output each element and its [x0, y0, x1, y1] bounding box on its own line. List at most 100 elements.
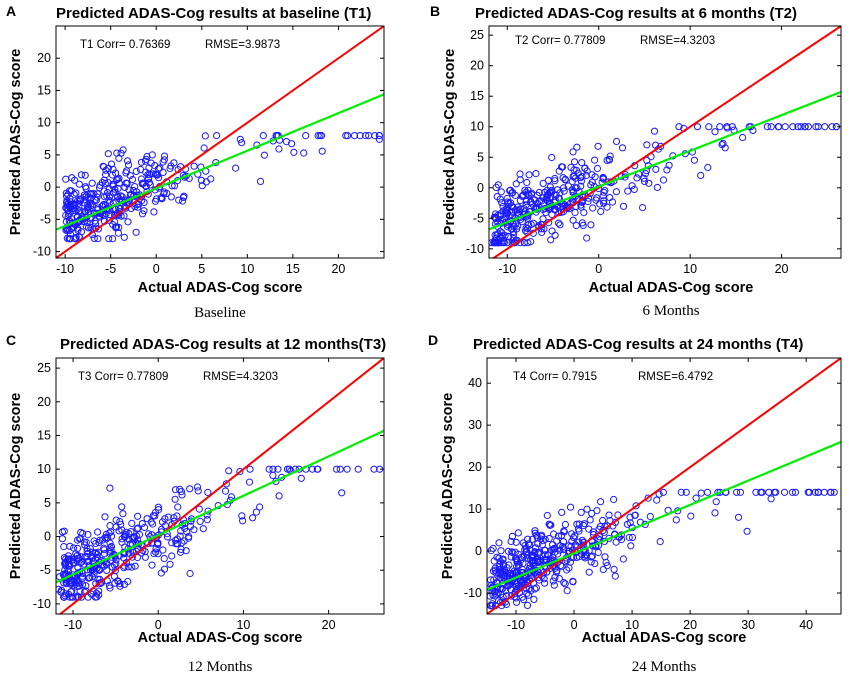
data-point — [520, 596, 528, 604]
data-point — [173, 535, 181, 543]
chart-title: Predicted ADAS-Cog results at 12 months(… — [60, 336, 386, 353]
data-point — [597, 207, 605, 216]
data-point — [238, 512, 246, 520]
data-point — [518, 192, 526, 200]
scatter-points — [489, 123, 841, 247]
data-point — [508, 548, 516, 556]
y-tick-label: -5 — [40, 563, 51, 577]
data-point — [640, 174, 648, 182]
data-point — [497, 547, 505, 555]
data-point — [492, 183, 500, 191]
data-point — [186, 569, 194, 578]
data-point — [94, 575, 102, 583]
data-point — [520, 239, 529, 247]
rmse-annotation: RMSE=3.9873 — [205, 39, 280, 51]
data-point — [124, 563, 132, 571]
data-point — [84, 531, 92, 539]
data-point — [513, 206, 521, 214]
data-point — [523, 601, 532, 610]
x-tick-label: 20 — [683, 618, 697, 632]
x-tick-label: 10 — [236, 618, 250, 632]
data-point — [633, 174, 641, 182]
data-point — [132, 167, 140, 175]
data-point — [64, 206, 72, 214]
data-point — [542, 195, 550, 204]
data-point — [549, 541, 557, 549]
chart-title: Predicted ADAS-Cog results at 24 months … — [473, 336, 803, 353]
data-point — [225, 467, 233, 475]
data-point — [269, 465, 277, 473]
data-point — [499, 570, 507, 578]
data-point — [83, 547, 91, 556]
data-point — [531, 585, 539, 593]
data-point — [600, 197, 608, 205]
data-point — [643, 141, 651, 149]
data-point — [153, 171, 162, 179]
data-point — [577, 508, 585, 517]
data-point — [151, 162, 159, 170]
x-tick-label: 15 — [286, 262, 300, 276]
data-point — [560, 527, 568, 535]
data-point — [131, 562, 139, 570]
data-point — [677, 488, 685, 496]
data-point — [160, 188, 168, 196]
chart-title: Predicted ADAS-Cog results at baseline (… — [56, 5, 371, 22]
y-tick-label: 10 — [37, 116, 51, 130]
data-point — [569, 148, 577, 156]
data-point — [499, 562, 508, 570]
data-point — [542, 208, 550, 217]
panel-letter: A — [6, 3, 16, 19]
data-point — [563, 566, 571, 574]
data-point — [539, 215, 547, 223]
data-point — [194, 487, 202, 495]
data-point — [561, 580, 569, 588]
y-tick-label: 5 — [44, 148, 51, 162]
data-point — [91, 219, 100, 228]
data-point — [575, 538, 583, 546]
data-point — [119, 510, 127, 518]
data-point — [640, 177, 649, 185]
data-point — [569, 578, 577, 586]
data-point — [505, 233, 513, 241]
data-point — [69, 207, 77, 215]
data-point — [100, 163, 108, 171]
data-point — [734, 513, 743, 521]
data-point — [65, 562, 73, 570]
data-point — [736, 488, 745, 496]
data-point — [113, 149, 121, 157]
data-point — [551, 573, 559, 582]
data-point — [559, 174, 567, 182]
x-axis-label: Actual ADAS-Cog score — [589, 280, 754, 296]
data-point — [138, 179, 147, 187]
identity-line — [58, 358, 384, 614]
data-point — [134, 536, 142, 544]
data-point — [561, 175, 569, 183]
data-point — [587, 221, 595, 229]
data-point — [154, 503, 162, 511]
data-point — [599, 565, 607, 574]
rmse-annotation: RMSE=6.4792 — [638, 371, 713, 383]
data-point — [728, 123, 736, 131]
data-point — [513, 558, 521, 566]
data-point — [492, 569, 500, 577]
data-point — [665, 161, 673, 169]
data-point — [190, 162, 198, 170]
y-tick-label: 10 — [37, 462, 51, 476]
data-point — [232, 164, 240, 172]
panel-caption: Baseline — [194, 305, 246, 321]
data-point — [109, 235, 117, 243]
data-point — [579, 521, 588, 530]
data-point — [577, 177, 586, 185]
chart-title: Predicted ADAS-Cog results at 6 months (… — [475, 5, 797, 22]
data-point — [92, 196, 100, 204]
y-axis-label: Predicted ADAS-Cog score — [442, 49, 458, 235]
data-point — [564, 182, 572, 190]
data-point — [569, 216, 577, 224]
data-point — [560, 579, 568, 587]
data-point — [105, 235, 113, 243]
data-point — [545, 520, 553, 528]
data-point — [269, 471, 277, 479]
data-point — [538, 541, 547, 549]
data-point — [143, 515, 151, 523]
data-point — [115, 223, 123, 231]
